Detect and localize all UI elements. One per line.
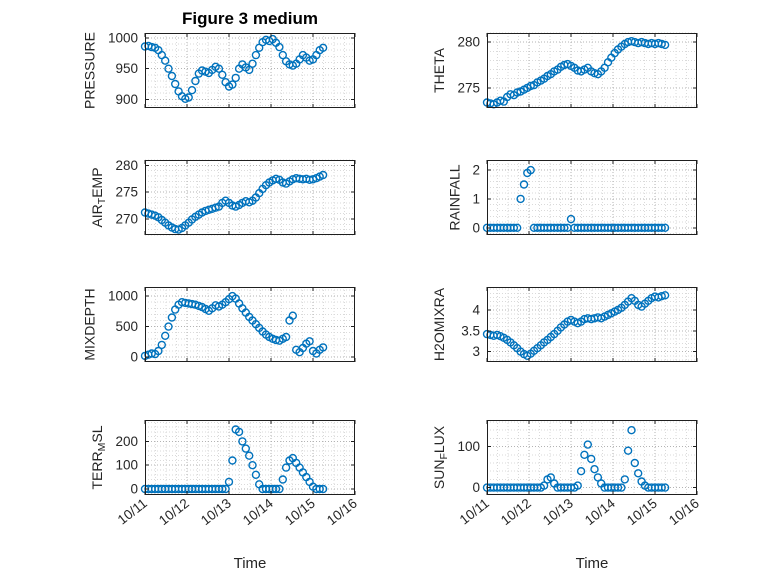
svg-text:10/11: 10/11 bbox=[115, 496, 150, 528]
subplot-sun-flux: 0 100 SUNFLUX 10/11 10/12 10/13 10/14 10/15 10/1… bbox=[431, 420, 702, 528]
grid bbox=[145, 420, 355, 495]
chart-canvas-rainfall: 0 1 2 RAINFALL bbox=[446, 160, 698, 235]
subplot-mixdepth: 0 500 1000 MIXDEPTH bbox=[82, 287, 356, 365]
svg-text:100: 100 bbox=[457, 439, 480, 454]
svg-text:280: 280 bbox=[457, 35, 480, 50]
axis-ticks bbox=[144, 160, 356, 235]
svg-text:10/12: 10/12 bbox=[156, 496, 192, 529]
subplot-h2omixra: 3 3.5 4 H2OMIXRA bbox=[431, 287, 698, 362]
svg-text:3.5: 3.5 bbox=[461, 323, 480, 338]
svg-text:275: 275 bbox=[457, 80, 480, 95]
svg-text:100: 100 bbox=[115, 458, 138, 473]
svg-text:1000: 1000 bbox=[108, 30, 138, 45]
svg-text:10/14: 10/14 bbox=[582, 495, 618, 528]
y-tick-labels: 33.54 bbox=[461, 302, 480, 359]
svg-text:10/12: 10/12 bbox=[498, 496, 534, 529]
svg-text:270: 270 bbox=[115, 211, 138, 226]
chart-canvas-sun_flux: 0 100 SUNFLUX 10/11 10/12 10/13 10/14 10/15 10/1… bbox=[431, 420, 702, 528]
chart-canvas-theta: 275 280 THETA bbox=[431, 32, 698, 109]
svg-text:10/15: 10/15 bbox=[624, 496, 660, 529]
svg-text:0: 0 bbox=[130, 350, 138, 365]
axis-ticks bbox=[486, 420, 698, 495]
x-tick-labels: 10/11 10/12 10/13 10/14 10/15 10/16 bbox=[457, 495, 702, 528]
axis-box bbox=[487, 160, 697, 235]
chart-canvas-mixdepth: 0 500 1000 MIXDEPTH bbox=[82, 287, 356, 365]
svg-text:0: 0 bbox=[472, 220, 480, 235]
axis-ticks bbox=[144, 33, 356, 108]
svg-text:1000: 1000 bbox=[108, 289, 138, 304]
x-axis-label-left: Time bbox=[233, 555, 267, 572]
axis-box bbox=[487, 420, 697, 495]
x-axis-label-right: Time bbox=[575, 555, 609, 572]
y-axis-label: AIRTEMP bbox=[89, 167, 108, 227]
svg-text:0: 0 bbox=[130, 482, 138, 497]
svg-text:4: 4 bbox=[472, 302, 480, 317]
svg-text:10/11: 10/11 bbox=[457, 496, 492, 528]
svg-text:10/15: 10/15 bbox=[282, 496, 318, 529]
grid bbox=[487, 160, 697, 235]
svg-text:500: 500 bbox=[115, 319, 138, 334]
subplot-rainfall: 0 1 2 RAINFALL bbox=[446, 160, 698, 235]
y-tick-labels: 0 100 200 bbox=[115, 434, 138, 497]
svg-text:275: 275 bbox=[115, 185, 138, 200]
svg-text:10/16: 10/16 bbox=[324, 496, 360, 529]
chart-canvas-terr_msl: 0 100 200 TERRMSL 10/11 10/12 10/13 10/14 10/15 1… bbox=[89, 420, 360, 528]
y-axis-label: SUNFLUX bbox=[431, 425, 450, 489]
series-markers bbox=[140, 425, 328, 494]
y-axis-label: RAINFALL bbox=[446, 164, 462, 230]
series-markers bbox=[482, 425, 670, 492]
subplot-air-temp: 270 275 280 AIRTEMP bbox=[89, 158, 356, 236]
grid bbox=[145, 159, 355, 236]
svg-text:0: 0 bbox=[472, 480, 480, 495]
y-tick-labels: 0 100 bbox=[457, 439, 480, 495]
y-tick-labels: 0 1 2 bbox=[472, 163, 480, 236]
y-axis-label: H2OMIXRA bbox=[431, 287, 447, 361]
y-tick-labels: 0 500 1000 bbox=[108, 289, 138, 365]
axis-ticks bbox=[486, 287, 698, 362]
axis-box bbox=[145, 160, 355, 235]
series-markers bbox=[140, 34, 328, 104]
x-tick-labels: 10/11 10/12 10/13 10/14 10/15 10/16 bbox=[115, 495, 360, 528]
y-axis-label: TERRMSL bbox=[89, 425, 108, 489]
axis-ticks bbox=[144, 420, 356, 495]
svg-text:3: 3 bbox=[472, 344, 480, 359]
svg-text:950: 950 bbox=[115, 61, 138, 76]
svg-text:2: 2 bbox=[472, 163, 480, 178]
axis-box bbox=[487, 33, 697, 108]
y-tick-labels: 900 950 1000 bbox=[108, 30, 138, 106]
axis-ticks bbox=[486, 33, 698, 108]
series-markers bbox=[482, 165, 670, 233]
svg-text:10/13: 10/13 bbox=[198, 496, 234, 529]
svg-text:10/13: 10/13 bbox=[540, 496, 576, 529]
y-axis-label: THETA bbox=[431, 47, 447, 93]
axis-box bbox=[487, 287, 697, 362]
axis-box bbox=[145, 420, 355, 495]
subplot-pressure: 900 950 1000 PRESSURE bbox=[82, 30, 356, 109]
svg-text:900: 900 bbox=[115, 92, 138, 107]
svg-text:10/16: 10/16 bbox=[666, 496, 702, 529]
y-tick-labels: 270 275 280 bbox=[115, 158, 138, 227]
y-axis-label: MIXDEPTH bbox=[82, 288, 98, 360]
y-tick-labels: 275 280 bbox=[457, 35, 480, 96]
axis-ticks bbox=[486, 160, 698, 235]
svg-text:200: 200 bbox=[115, 434, 138, 449]
axis-box bbox=[145, 33, 355, 108]
y-axis-label: PRESSURE bbox=[82, 32, 98, 109]
chart-canvas-pressure: 900 950 1000 PRESSURE bbox=[82, 30, 356, 109]
axis-ticks bbox=[144, 287, 356, 362]
svg-text:280: 280 bbox=[115, 158, 138, 173]
chart-canvas-air_temp: 270 275 280 AIRTEMP bbox=[89, 158, 356, 236]
figure-title: Figure 3 medium bbox=[181, 9, 319, 28]
grid bbox=[487, 287, 697, 362]
axis-box bbox=[145, 287, 355, 362]
svg-text:10/14: 10/14 bbox=[240, 495, 276, 528]
svg-text:1: 1 bbox=[472, 191, 480, 206]
subplot-terr-msl: 0 100 200 TERRMSL 10/11 10/12 10/13 10/14 10/15 1… bbox=[89, 420, 360, 528]
subplot-theta: 275 280 THETA bbox=[431, 32, 698, 109]
